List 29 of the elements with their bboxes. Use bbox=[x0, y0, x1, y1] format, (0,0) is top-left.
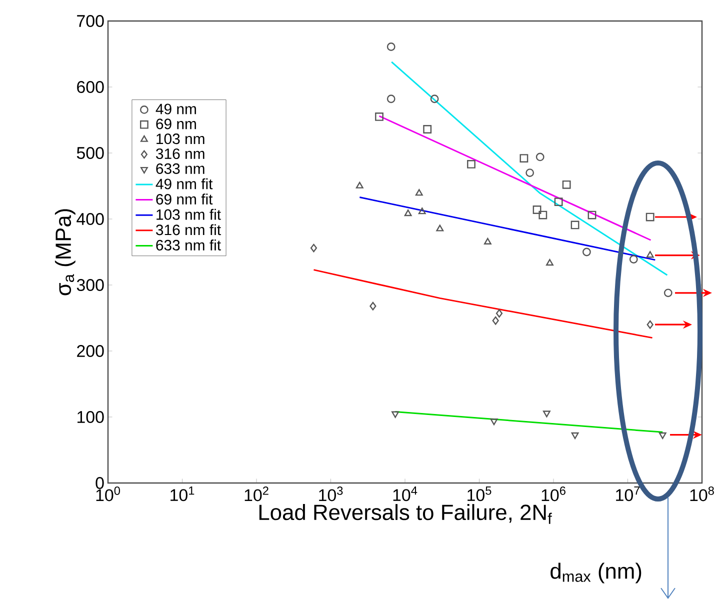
x-tick-label: 10$^{6}$ bbox=[542, 486, 566, 502]
legend-label: 49 nm bbox=[156, 104, 196, 114]
legend-label: 49 nm fit bbox=[156, 178, 213, 190]
x-tick-label: 10$^{4}$ bbox=[393, 486, 418, 502]
x-tick-label: 10$^{8}$ bbox=[690, 486, 714, 502]
legend-label: 103 nm fit bbox=[156, 208, 221, 220]
x-tick-label: 10$^{5}$ bbox=[468, 486, 492, 502]
y-axis-title: σ$_{a}$ (MPa) bbox=[54, 209, 76, 296]
legend-label: 103 nm bbox=[156, 134, 204, 144]
y-tick-label: 700 bbox=[77, 15, 104, 28]
y-tick-label: 0 bbox=[96, 477, 104, 489]
legend-label: 633 nm bbox=[156, 163, 204, 174]
legend-label: 69 nm fit bbox=[156, 194, 213, 205]
x-tick-label: 10$^{3}$ bbox=[319, 486, 343, 502]
x-tick-label: 10$^{2}$ bbox=[244, 486, 268, 502]
legend-label: 69 nm bbox=[156, 118, 196, 130]
y-tick-label: 500 bbox=[76, 147, 104, 160]
legend-label: 316 nm bbox=[156, 148, 204, 160]
x-axis-title: Load Reversals to Failure, 2N$_{f}$ bbox=[259, 504, 552, 524]
y-tick-label: 100 bbox=[78, 411, 104, 423]
legend-label: 633 nm fit bbox=[156, 240, 221, 250]
y-tick-label: 400 bbox=[76, 213, 104, 226]
y-tick-label: 200 bbox=[77, 345, 104, 358]
y-tick-label: 300 bbox=[76, 279, 104, 292]
y-tick-label: 600 bbox=[77, 81, 104, 94]
x-tick-label: 10$^{1}$ bbox=[170, 486, 194, 502]
legend-label: 316 nm fit bbox=[156, 224, 221, 236]
text: d$_{max}$ (nm) bbox=[550, 562, 642, 584]
x-tick-label: 10$^{7}$ bbox=[616, 486, 640, 502]
